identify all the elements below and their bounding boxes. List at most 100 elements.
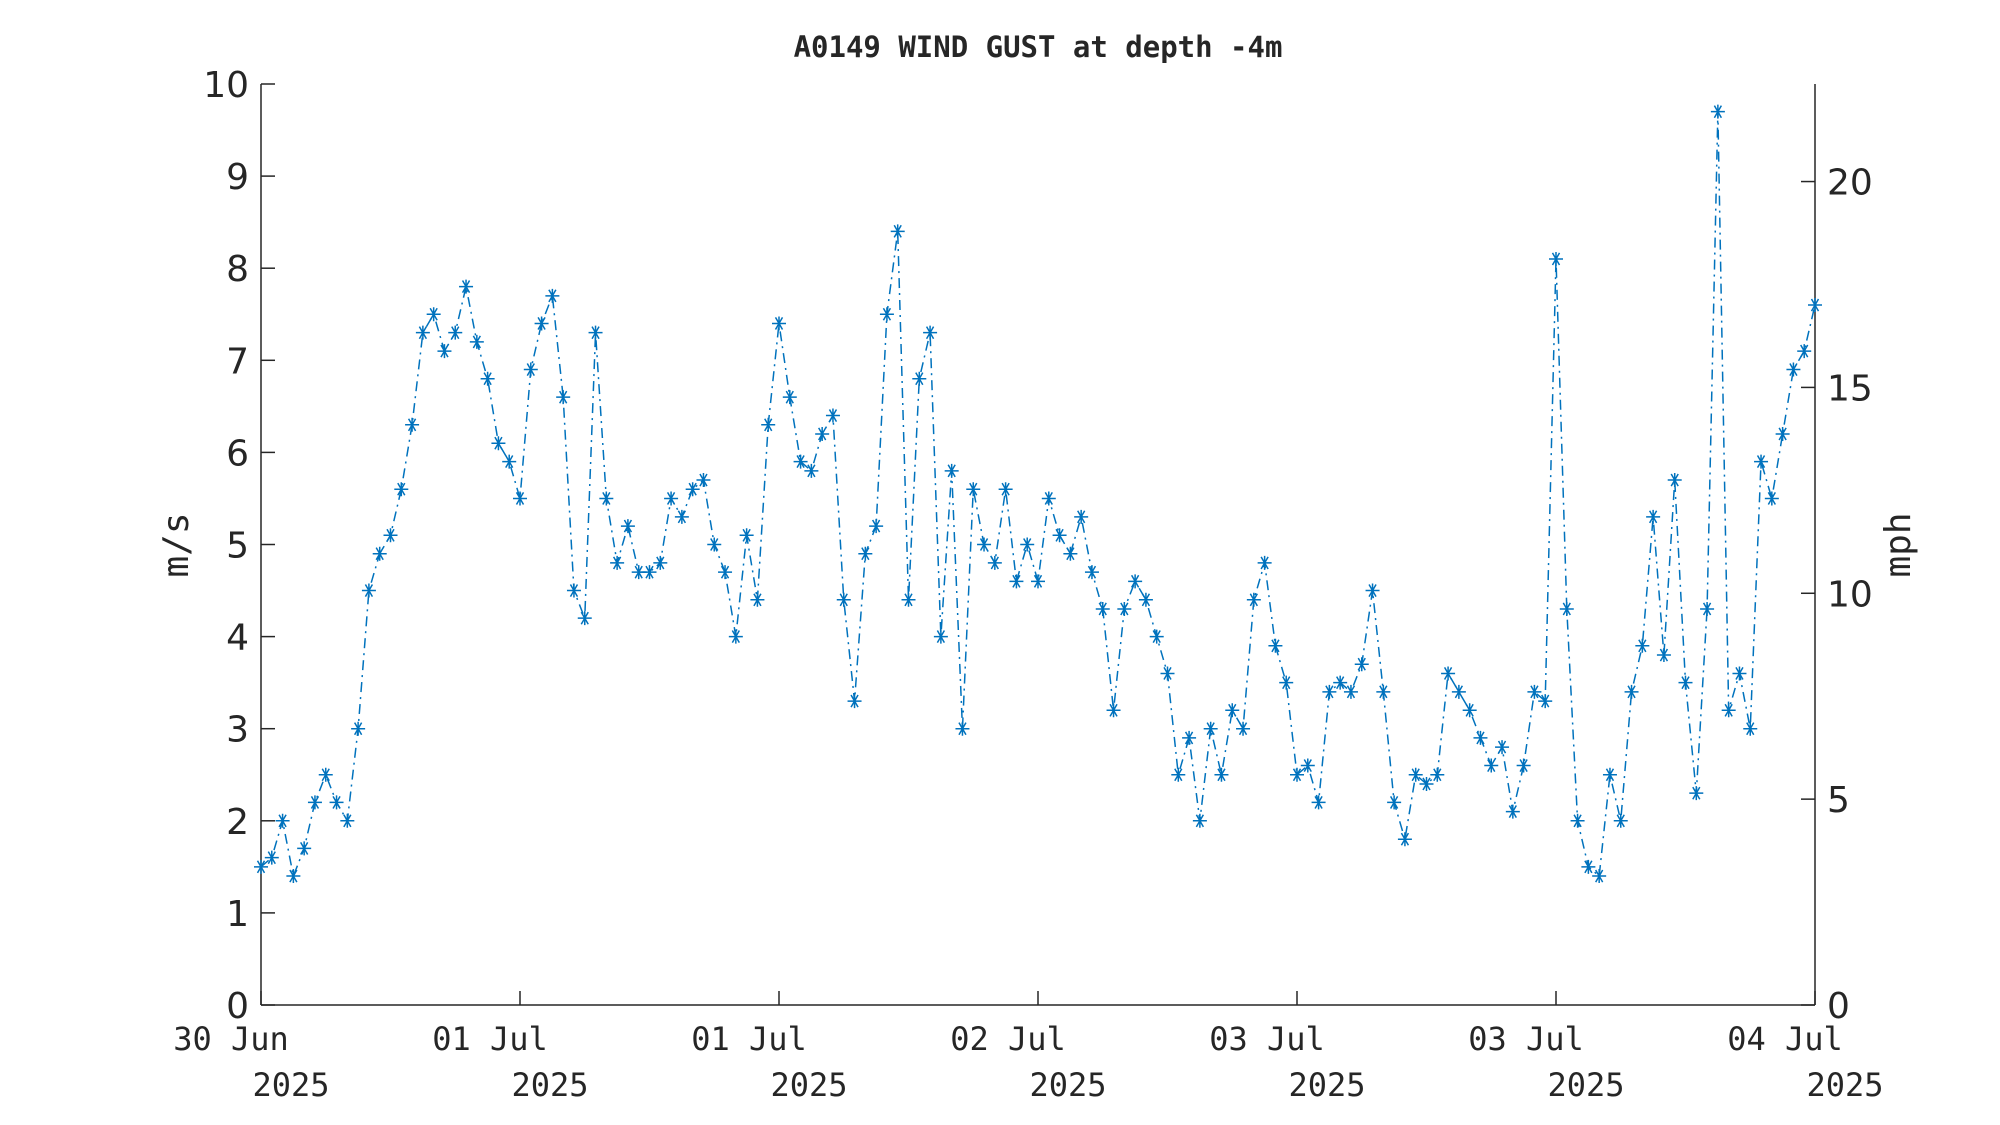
marker (750, 592, 765, 607)
marker (1138, 592, 1153, 607)
marker (1117, 601, 1132, 616)
marker (513, 491, 527, 506)
y2-tick-label: 20 (1827, 163, 1873, 204)
marker (577, 611, 592, 626)
marker (394, 482, 409, 497)
marker (1710, 104, 1725, 119)
marker (1225, 703, 1240, 718)
x-tick-label: 30 Jun 2025 (173, 1020, 329, 1104)
marker (739, 528, 754, 543)
y-tick-label: 4 (226, 618, 249, 659)
marker (1387, 795, 1402, 810)
marker (426, 307, 441, 322)
marker (1311, 795, 1326, 810)
marker (1182, 730, 1197, 745)
marker (1441, 666, 1456, 681)
marker (933, 629, 948, 644)
marker (1279, 675, 1294, 690)
marker (685, 482, 700, 497)
marker (1343, 684, 1358, 699)
y2-tick-label: 10 (1827, 574, 1873, 615)
y2-tick-label: 0 (1827, 986, 1850, 1027)
marker (1300, 758, 1315, 773)
marker (825, 408, 840, 423)
marker (901, 592, 916, 607)
marker (351, 721, 366, 736)
marker (1808, 298, 1822, 313)
marker (1376, 684, 1391, 699)
marker (405, 417, 420, 432)
marker (1397, 832, 1412, 847)
marker (642, 565, 657, 580)
marker (491, 436, 506, 451)
marker (1538, 694, 1553, 709)
marker (588, 325, 603, 340)
marker (1322, 684, 1337, 699)
marker (1214, 767, 1229, 782)
marker (1041, 491, 1056, 506)
marker (1624, 684, 1639, 699)
marker (1473, 730, 1488, 745)
marker (696, 473, 711, 488)
marker (437, 344, 452, 359)
marker (534, 316, 549, 331)
marker (1257, 555, 1272, 570)
marker (1678, 675, 1693, 690)
marker (480, 371, 495, 386)
marker (566, 583, 581, 598)
marker (923, 325, 938, 340)
marker (1505, 804, 1520, 819)
marker (1516, 758, 1531, 773)
y-tick-label: 8 (226, 249, 249, 290)
marker (361, 583, 376, 598)
y2-tick-label: 5 (1827, 780, 1850, 821)
marker (1333, 675, 1348, 690)
marker (847, 694, 862, 709)
marker (955, 721, 970, 736)
marker (1074, 509, 1089, 524)
marker (1764, 491, 1779, 506)
marker (1527, 684, 1542, 699)
marker (728, 629, 743, 644)
marker (1268, 638, 1283, 653)
marker (707, 537, 722, 552)
x-tick-label: 04 Jul 2025 (1727, 1020, 1883, 1104)
marker (966, 482, 981, 497)
marker (782, 390, 797, 405)
marker (1430, 767, 1445, 782)
marker (297, 841, 312, 856)
marker (1084, 565, 1099, 580)
marker (1635, 638, 1650, 653)
x-tick-label: 02 Jul 2025 (950, 1020, 1106, 1104)
marker (1031, 574, 1045, 589)
series-line (260, 111, 1816, 879)
marker (620, 519, 635, 534)
marker (1365, 583, 1380, 598)
marker (307, 795, 322, 810)
marker (1203, 721, 1218, 736)
marker (1128, 574, 1143, 589)
y-tick-label: 0 (226, 986, 249, 1027)
marker (1570, 813, 1585, 828)
marker (1246, 592, 1261, 607)
marker (1354, 657, 1369, 672)
chart-title: A0149 WIND GUST at depth -4m (794, 30, 1283, 64)
marker (1192, 813, 1207, 828)
marker (1149, 629, 1164, 644)
marker (1484, 758, 1499, 773)
marker (977, 537, 992, 552)
marker (653, 555, 668, 570)
marker (674, 509, 689, 524)
marker (1700, 601, 1715, 616)
y-tick-label: 6 (226, 433, 249, 474)
marker (1613, 813, 1628, 828)
marker (890, 224, 905, 239)
marker (286, 869, 301, 884)
marker (556, 390, 571, 405)
marker (318, 767, 333, 782)
x-tick-label: 03 Jul 2025 (1468, 1020, 1624, 1104)
marker (610, 555, 625, 570)
marker (1009, 574, 1024, 589)
y-tick-label: 10 (203, 65, 249, 106)
